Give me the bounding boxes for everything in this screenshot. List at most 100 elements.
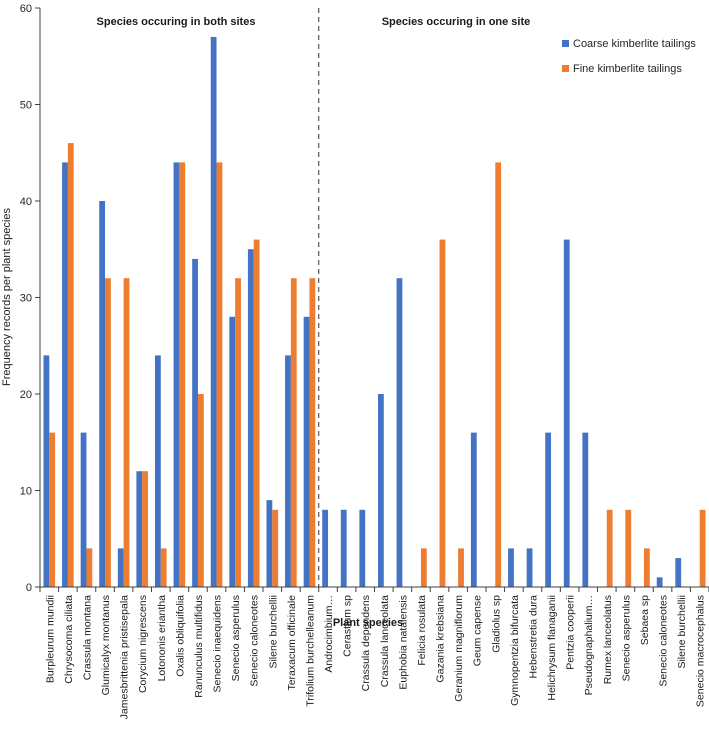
bar-fine-8 — [197, 394, 204, 587]
x-tick-label: Senecio asperulus — [620, 595, 632, 681]
x-tick-label: Hebenstretia dura — [527, 595, 539, 679]
bar-fine-2 — [86, 548, 93, 587]
bar-coarse-23 — [470, 432, 477, 587]
bar-coarse-5 — [136, 471, 143, 587]
bar-coarse-0 — [43, 355, 50, 587]
x-tick-label: Gladiolus sp — [490, 595, 502, 653]
x-tick-label: Felicia rosulata — [416, 595, 428, 666]
bar-coarse-19 — [396, 278, 403, 587]
legend-swatch-fine — [562, 65, 569, 72]
bar-fine-30 — [606, 509, 613, 587]
x-tick-label: Teraxacum officinale — [286, 595, 298, 691]
bar-fine-9 — [216, 162, 223, 587]
bar-coarse-10 — [229, 316, 236, 587]
legend: Coarse kimberlite tailings Fine kimberli… — [562, 38, 696, 75]
x-tick-label: Androcimbium… — [323, 595, 335, 673]
bar-coarse-8 — [192, 258, 198, 587]
x-tick-label: Oxalis obliquifolia — [174, 595, 186, 677]
bar-fine-7 — [179, 162, 186, 587]
y-tick-label: 20 — [20, 389, 32, 401]
bar-fine-32 — [643, 548, 650, 587]
bar-fine-21 — [439, 239, 446, 587]
bar-fine-13 — [290, 278, 297, 587]
y-tick-label: 30 — [20, 293, 32, 305]
y-tick-label: 60 — [20, 3, 32, 15]
bar-coarse-11 — [247, 249, 254, 587]
bar-coarse-29 — [582, 432, 589, 587]
x-tick-label: Rumex lanceolatus — [602, 595, 614, 684]
x-tick-label: Euphobia natalensis — [397, 595, 409, 690]
x-tick-label: Chrysocoma ciliata — [63, 595, 75, 684]
bar-fine-35 — [699, 509, 706, 587]
bar-fine-4 — [123, 278, 130, 587]
x-tick-label: Geranium magniflorum — [453, 595, 465, 702]
bar-coarse-3 — [99, 201, 106, 587]
x-tick-label: Lotononis eriantha — [156, 595, 168, 682]
bar-fine-10 — [235, 278, 241, 587]
x-tick-label: Silene burchellii — [676, 595, 688, 669]
bar-coarse-12 — [266, 500, 273, 587]
x-tick-label: Corycium nigrescens — [137, 595, 149, 693]
bar-coarse-2 — [80, 432, 87, 587]
x-tick-label: Silene burchellii — [267, 595, 279, 669]
bar-coarse-25 — [508, 548, 514, 587]
bar-coarse-14 — [303, 316, 310, 587]
x-tick-label: Senecio asperulus — [230, 595, 242, 681]
bar-fine-11 — [253, 239, 260, 587]
left-section-title: Species occuring in both sites — [97, 16, 256, 28]
bar-coarse-1 — [62, 162, 68, 587]
bar-coarse-13 — [285, 355, 291, 587]
y-tick-label: 50 — [20, 100, 32, 112]
bar-coarse-34 — [675, 558, 682, 587]
bar-coarse-27 — [545, 432, 552, 587]
bar-fine-12 — [272, 509, 279, 587]
x-tick-label: Pseudognaphalium… — [583, 595, 595, 695]
x-tick-label: Senecio caloneotes — [658, 595, 670, 687]
y-tick-label: 0 — [26, 582, 32, 594]
bar-fine-0 — [49, 432, 56, 587]
x-tick-label: Geum capense — [472, 595, 484, 666]
legend-label-fine: Fine kimberlite tailings — [573, 63, 682, 75]
x-tick-label: Senecio inaequidens — [212, 595, 224, 693]
bar-coarse-28 — [563, 239, 570, 587]
x-axis-title: Plant species — [333, 617, 403, 629]
x-tick-label: Helichrysum flanaganii — [546, 595, 558, 701]
bar-fine-5 — [142, 471, 149, 587]
x-tick-label: Trifolium burchelleanum — [304, 595, 316, 707]
bar-fine-22 — [458, 548, 464, 587]
bars — [43, 36, 706, 587]
x-tick-label: Gazania krebsiana — [435, 595, 447, 683]
x-tick-label: Ranunculus multifidus — [193, 595, 205, 698]
bar-coarse-17 — [359, 509, 366, 587]
x-tick-label: Senecio macrocephalus — [695, 595, 707, 707]
x-tick-label: Crassula montana — [81, 595, 93, 680]
legend-swatch-coarse — [562, 40, 569, 47]
bar-fine-1 — [67, 143, 74, 587]
bar-fine-14 — [309, 278, 316, 587]
x-tick-label: Glumicalyx montanus — [100, 595, 112, 695]
x-tick-label: Senecio caloneotes — [249, 595, 261, 687]
x-tick-label: Sebaea sp — [639, 595, 651, 645]
bar-coarse-4 — [117, 548, 124, 587]
y-tick-label: 40 — [20, 196, 32, 208]
bar-coarse-6 — [154, 355, 161, 587]
x-axis: Burpleurum mundii Chrysocoma ciliata Crass… — [39, 586, 709, 719]
x-tick-label: Jamesbrittenia pristisepala — [119, 595, 131, 719]
bar-fine-24 — [495, 162, 502, 587]
bar-coarse-9 — [210, 36, 217, 587]
x-tick-label: Cerastium sp — [342, 595, 354, 657]
y-tick-label: 10 — [20, 486, 32, 498]
x-tick-label: Gymnopentzia bifurcata — [509, 595, 521, 706]
x-tick-label: Crassula dependens — [360, 595, 372, 691]
y-axis-title: Frequency records per plant species — [1, 208, 13, 386]
legend-label-coarse: Coarse kimberlite tailings — [573, 38, 696, 50]
bar-fine-31 — [625, 509, 632, 587]
bar-coarse-18 — [377, 394, 384, 587]
y-axis: 0 10 20 30 40 50 60 — [20, 3, 41, 594]
x-tick-label: Burpleurum mundii — [44, 595, 56, 683]
bar-coarse-16 — [340, 509, 347, 587]
bar-coarse-7 — [173, 162, 180, 587]
bar-coarse-26 — [526, 548, 533, 587]
bar-fine-3 — [105, 278, 111, 587]
